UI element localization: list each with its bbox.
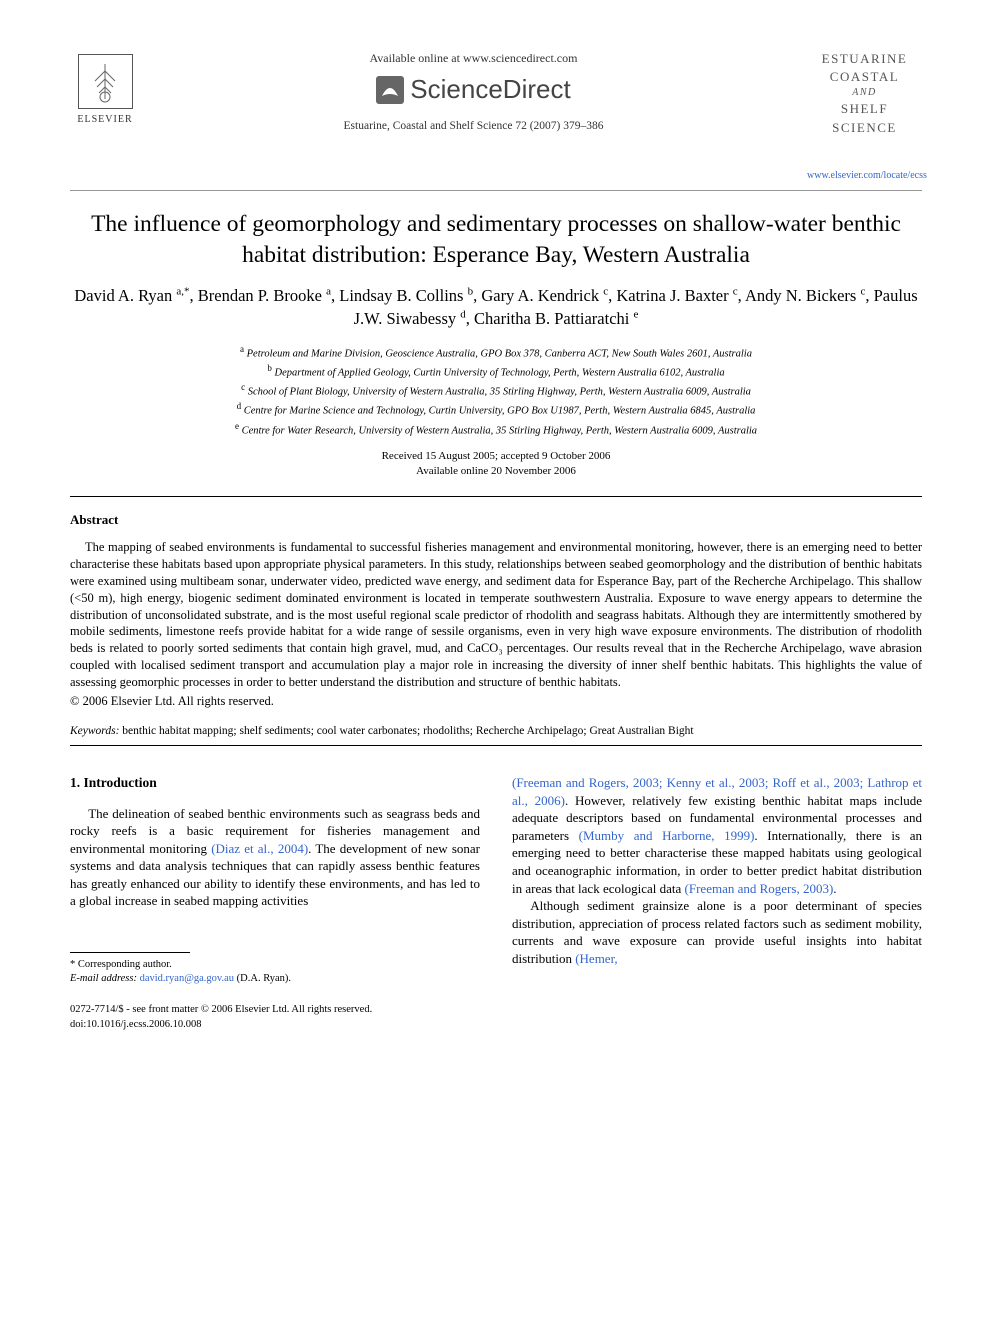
keywords-text: benthic habitat mapping; shelf sediments… — [122, 725, 693, 737]
email-name: (D.A. Ryan). — [237, 973, 291, 984]
authors-list: David A. Ryan a,*, Brendan P. Brooke a, … — [70, 284, 922, 330]
citation-freeman2[interactable]: (Freeman and Rogers, 2003) — [685, 881, 834, 896]
corresponding-author: * Corresponding author. — [70, 958, 480, 973]
intro-right-para1: (Freeman and Rogers, 2003; Kenny et al.,… — [512, 774, 922, 897]
citation-hemer[interactable]: (Hemer, — [575, 951, 617, 966]
cover-line2: COASTAL — [807, 68, 922, 86]
body-columns: 1. Introduction The delineation of seabe… — [70, 774, 922, 987]
sciencedirect-icon — [376, 76, 404, 104]
page-header: ELSEVIER Available online at www.science… — [70, 50, 922, 182]
center-header: Available online at www.sciencedirect.co… — [140, 50, 807, 135]
footnote-block: * Corresponding author. E-mail address: … — [70, 958, 480, 987]
intro-right-para2: Although sediment grainsize alone is a p… — [512, 897, 922, 967]
available-online-text: Available online at www.sciencedirect.co… — [160, 50, 787, 66]
sciencedirect-logo: ScienceDirect — [160, 72, 787, 107]
bottom-block: 0272-7714/$ - see front matter © 2006 El… — [70, 1003, 922, 1032]
issn-line: 0272-7714/$ - see front matter © 2006 El… — [70, 1003, 922, 1018]
intro-heading: 1. Introduction — [70, 774, 480, 792]
journal-url[interactable]: www.elsevier.com/locate/ecss — [807, 169, 922, 183]
journal-cover: ESTUARINE COASTAL AND SHELF SCIENCE www.… — [807, 50, 922, 182]
author-email[interactable]: david.ryan@ga.gov.au — [140, 973, 234, 984]
keywords-label: Keywords: — [70, 725, 119, 737]
elsevier-logo: ELSEVIER — [70, 50, 140, 130]
journal-reference: Estuarine, Coastal and Shelf Science 72 … — [160, 119, 787, 135]
citation-diaz[interactable]: (Diaz et al., 2004) — [211, 841, 308, 856]
email-label: E-mail address: — [70, 973, 137, 984]
divider-below-keywords — [70, 745, 922, 746]
received-date: Received 15 August 2005; accepted 9 Octo… — [70, 449, 922, 464]
footnote-divider — [70, 952, 190, 953]
sciencedirect-text: ScienceDirect — [410, 72, 570, 107]
affiliations-list: a Petroleum and Marine Division, Geoscie… — [70, 343, 922, 439]
online-date: Available online 20 November 2006 — [70, 464, 922, 479]
article-dates: Received 15 August 2005; accepted 9 Octo… — [70, 449, 922, 479]
citation-mumby[interactable]: (Mumby and Harborne, 1999) — [579, 828, 755, 843]
copyright-text: © 2006 Elsevier Ltd. All rights reserved… — [70, 693, 922, 710]
abstract-heading: Abstract — [70, 511, 922, 529]
cover-and: AND — [807, 86, 922, 100]
right-para2-text: Although sediment grainsize alone is a p… — [512, 898, 922, 966]
elsevier-label: ELSEVIER — [77, 113, 132, 127]
email-line: E-mail address: david.ryan@ga.gov.au (D.… — [70, 972, 480, 987]
article-title: The influence of geomorphology and sedim… — [70, 209, 922, 270]
right-column: (Freeman and Rogers, 2003; Kenny et al.,… — [512, 774, 922, 987]
doi-line: doi:10.1016/j.ecss.2006.10.008 — [70, 1018, 922, 1033]
divider-above-abstract — [70, 496, 922, 497]
abstract-body: The mapping of seabed environments is fu… — [70, 539, 922, 691]
intro-left-para: The delineation of seabed benthic enviro… — [70, 805, 480, 910]
left-column: 1. Introduction The delineation of seabe… — [70, 774, 480, 987]
cover-line1: ESTUARINE — [807, 50, 922, 68]
header-divider — [70, 190, 922, 191]
elsevier-tree-icon — [78, 54, 133, 109]
keywords-block: Keywords: benthic habitat mapping; shelf… — [70, 724, 922, 740]
cover-line3: SHELF SCIENCE — [807, 100, 922, 136]
